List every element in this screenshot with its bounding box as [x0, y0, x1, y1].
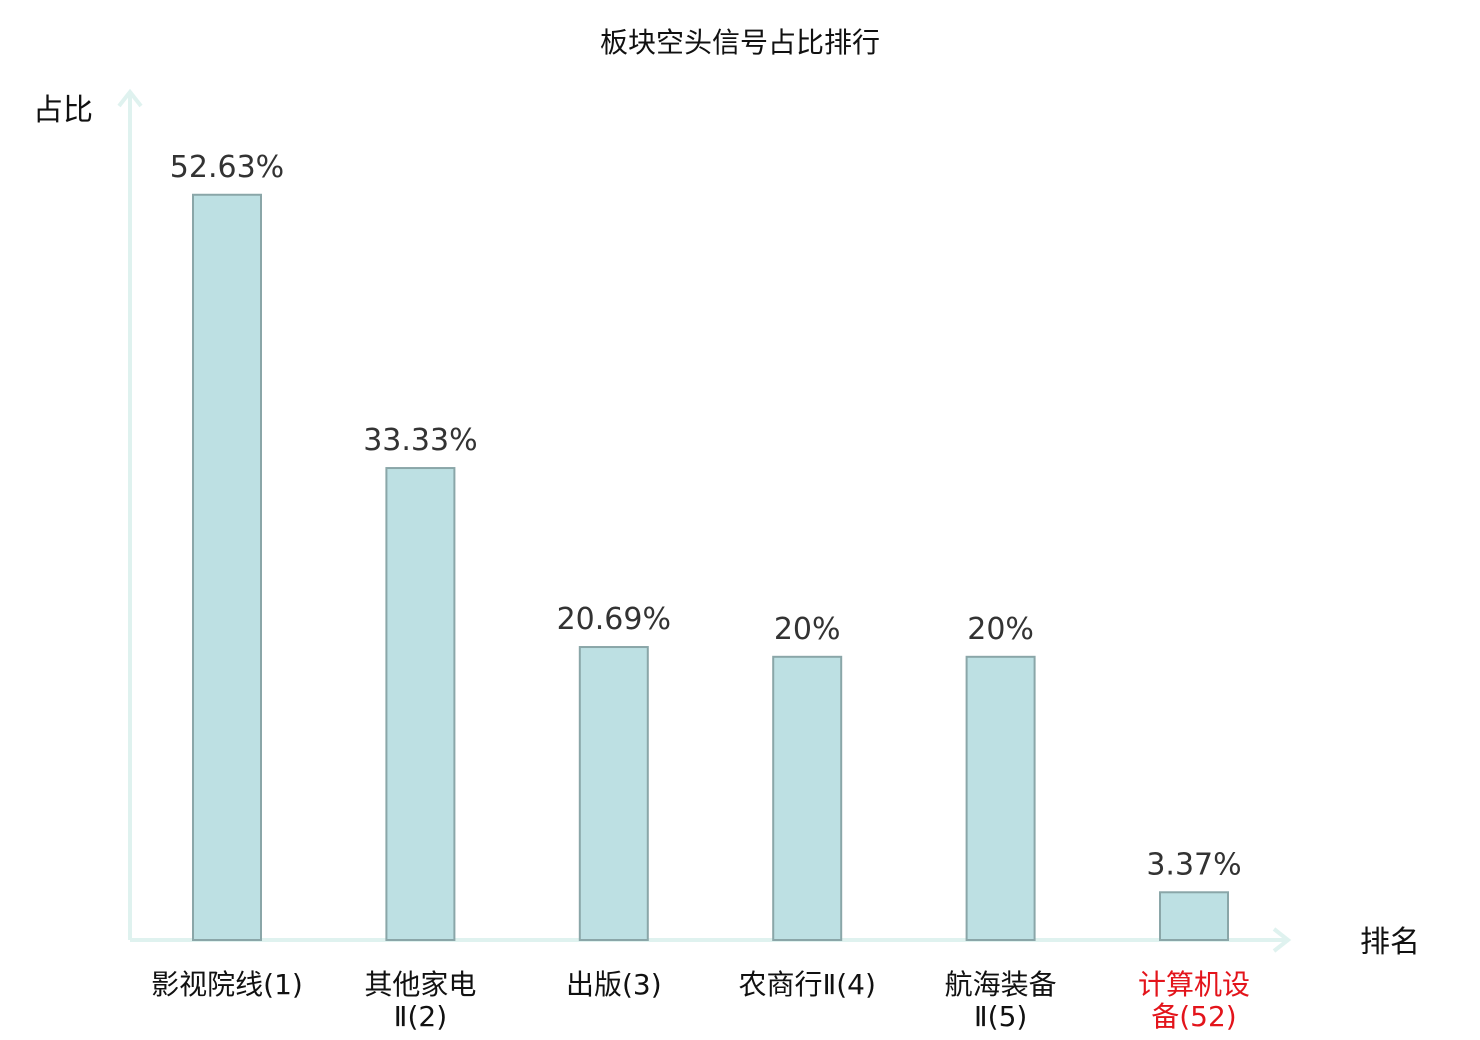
category-label-5-line2: Ⅱ(5) [974, 1000, 1027, 1033]
category-label-4: 农商行Ⅱ(4) [738, 968, 875, 1001]
axes [117, 88, 1292, 953]
category-label-6-line2: 备(52) [1151, 1000, 1236, 1033]
value-label-6: 3.37% [1146, 847, 1241, 882]
bar-5 [965, 655, 1036, 941]
value-label-4: 20% [774, 612, 841, 647]
bar-2 [385, 467, 456, 941]
bars-group [192, 193, 1229, 942]
x-axis-arrow-icon [1272, 927, 1292, 953]
value-label-5: 20% [967, 612, 1034, 647]
category-label-1: 影视院线(1) [151, 968, 303, 1001]
chart-title: 板块空头信号占比排行 [600, 26, 880, 59]
category-label-6: 计算机设 [1138, 968, 1250, 1001]
category-label-2: 其他家电 [364, 968, 476, 1001]
value-label-2: 33.33% [363, 423, 477, 458]
value-labels-group: 52.63% 33.33% 20.69% 20% 20% 3.37% [170, 150, 1242, 883]
category-label-3: 出版(3) [566, 968, 662, 1001]
category-label-2-line2: Ⅱ(2) [394, 1000, 447, 1033]
y-axis-arrow-icon [117, 88, 143, 108]
category-label-5: 航海装备 [945, 968, 1057, 1001]
y-axis-label: 占比 [33, 93, 93, 128]
value-label-3: 20.69% [557, 602, 671, 637]
x-axis-label: 排名 [1360, 925, 1420, 960]
bar-4 [772, 655, 843, 941]
value-label-1: 52.63% [170, 150, 284, 185]
bar-1 [192, 193, 262, 941]
bar-6 [1159, 891, 1229, 942]
bar-3 [578, 646, 649, 941]
